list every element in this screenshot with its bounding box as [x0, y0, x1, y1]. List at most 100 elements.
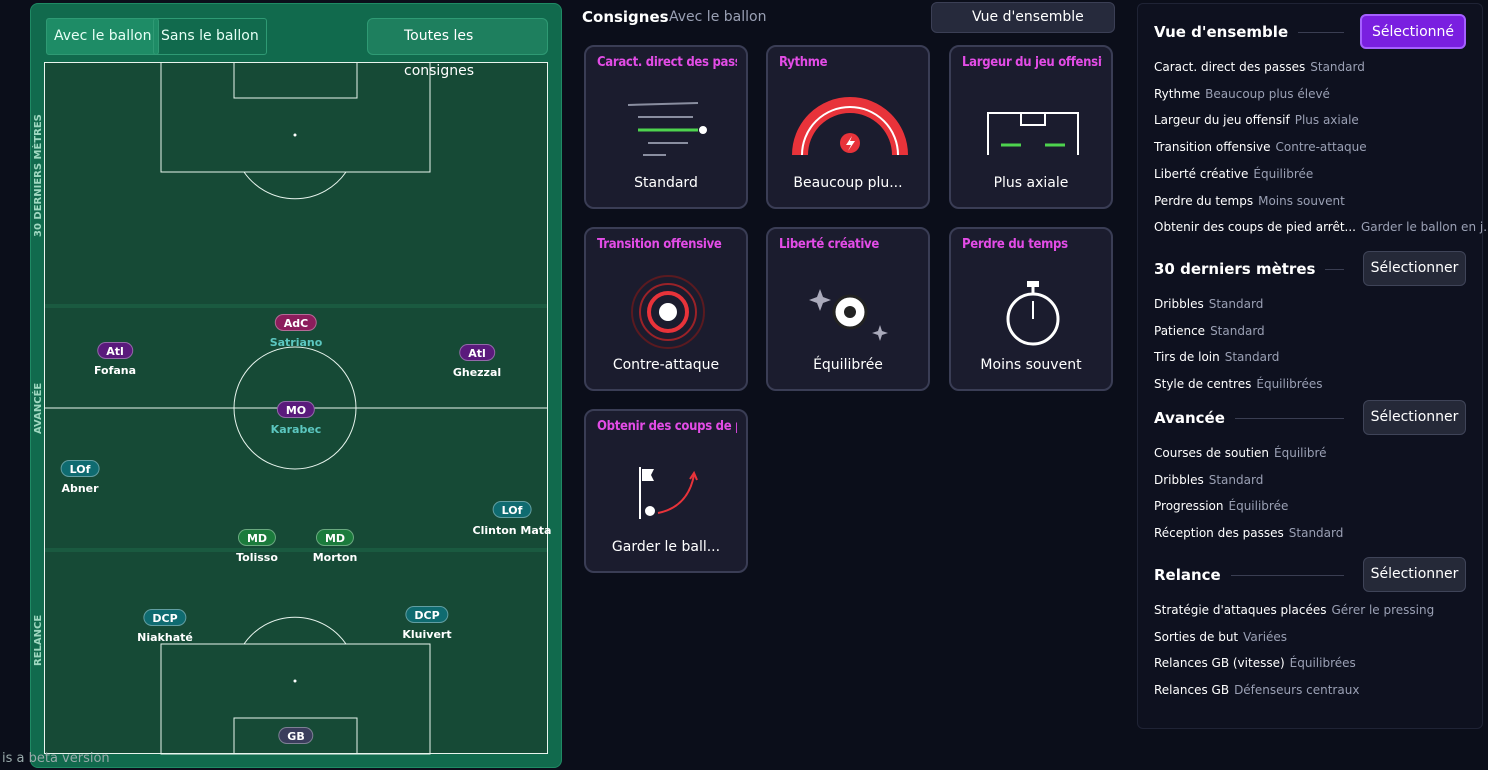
section-button[interactable]: Sélectionner [1363, 400, 1466, 435]
instruction-value: Équilibrées [1289, 656, 1356, 671]
summary-panel: Vue d'ensemble Sélectionné Caract. direct … [1137, 3, 1488, 729]
instruction-row: Réception des passes Standard [1154, 526, 1343, 540]
instruction-value: Gérer le pressing [1331, 603, 1435, 617]
instruction-label: Patience [1154, 323, 1206, 338]
player-name: Abner [61, 482, 99, 495]
instruction-row: Patience Standard [1154, 324, 1265, 338]
instruction-value: Standard [1224, 350, 1280, 365]
zone-divider [44, 304, 548, 308]
instruction-row: Sorties de but Variées [1154, 630, 1287, 644]
card-title: Transition offensive [597, 237, 722, 252]
player-name: Niakhaté [137, 631, 193, 644]
instruction-row: Perdre du temps Moins souvent [1154, 194, 1345, 208]
role-pill[interactable]: LOf [60, 460, 100, 477]
tab[interactable]: Avec le ballon [46, 18, 160, 55]
card-title: Obtenir des coups de pied arrêtés [597, 419, 737, 434]
zone-label: RELANCE [33, 614, 44, 666]
section-title: 30 derniers mètres [1154, 260, 1316, 278]
instruction-label: Tirs de loin [1154, 350, 1220, 365]
instruction-value: Contre-attaque [1275, 140, 1367, 155]
card-value: Moins souvent [980, 357, 1082, 373]
instruction-label: Sorties de but [1154, 629, 1239, 644]
instruction-row: Stratégie d'attaques placées Gérer le pre… [1154, 603, 1434, 617]
pitch-panel: Avec le ballon Sans le ballon Toutes les c… [30, 3, 562, 768]
card-value: Standard [634, 175, 698, 191]
instruction-value: Standard [1208, 297, 1264, 311]
card-icon [639, 467, 698, 519]
card-title: Rythme [779, 55, 828, 70]
player-name: Ghezzal [452, 366, 502, 379]
instruction-value: Moins souvent [1258, 193, 1345, 208]
instruction-row: Transition offensive Contre-attaque [1154, 140, 1367, 154]
instruction-row: Liberté créative Équilibrée [1154, 167, 1313, 181]
instruction-label: Courses de soutien [1154, 446, 1270, 460]
role-pill[interactable]: DCP [405, 606, 449, 623]
role-pill[interactable]: MD [237, 529, 277, 546]
instruction-row: Obtenir des coups de pied arrêt... Garder… [1154, 220, 1488, 234]
card-icon [631, 275, 705, 349]
card-icon [987, 112, 1079, 155]
role-pill[interactable]: DCP [143, 609, 187, 626]
card-icon [1006, 281, 1060, 346]
header-subtitle: Avec le ballon [669, 9, 767, 25]
instruction-card[interactable]: Liberté créative Équilibrée [766, 227, 930, 391]
role-pill[interactable]: MD [315, 529, 355, 546]
role-pill[interactable]: MO [276, 401, 316, 418]
zone-label: 30 DERNIERS MÈTRES [33, 114, 44, 237]
instruction-value: Équilibré [1274, 446, 1327, 460]
section-button[interactable]: Sélectionner [1363, 557, 1466, 592]
instruction-card[interactable]: Largeur du jeu offensif Plus axiale [949, 45, 1113, 209]
instruction-label: Stratégie d'attaques placées [1154, 603, 1327, 617]
instruction-card[interactable]: Perdre du temps Moins souvent [949, 227, 1113, 391]
instruction-label: Style de centres [1154, 377, 1252, 392]
role-pill[interactable]: LOf [492, 501, 532, 518]
role-pill[interactable]: AdC [274, 314, 318, 331]
all-instructions-button[interactable]: Toutes les consignes [367, 18, 548, 79]
beta-note: is a beta version [2, 751, 110, 766]
role-pill[interactable]: GB [278, 727, 314, 744]
view-dropdown[interactable]: Vue d'ensemble [931, 2, 1115, 33]
instruction-label: Dribbles [1154, 297, 1204, 311]
instruction-label: Caract. direct des passes [1154, 60, 1306, 74]
role-pill[interactable]: Atl [97, 342, 133, 359]
role-pill[interactable]: Atl [459, 344, 495, 361]
section-button[interactable]: Sélectionner [1363, 251, 1466, 286]
instruction-value: Standard [1210, 323, 1265, 338]
instruction-label: Perdre du temps [1154, 193, 1254, 208]
spot [293, 133, 297, 137]
instruction-label: Liberté créative [1154, 166, 1249, 181]
card-value: Équilibrée [813, 357, 883, 373]
instruction-value: Équilibrée [1228, 499, 1289, 514]
instruction-value: Équilibrées [1256, 377, 1323, 392]
instruction-row: Largeur du jeu offensif Plus axiale [1154, 113, 1359, 127]
instruction-row: Progression Équilibrée [1154, 499, 1288, 513]
instruction-card[interactable]: Transition offensive Contre-attaque [584, 227, 748, 391]
spot [293, 679, 297, 683]
instruction-value: Variées [1243, 629, 1288, 644]
instruction-value: Standard [1310, 60, 1365, 74]
player-name: Fofana [93, 364, 137, 377]
player-name: Kluivert [402, 628, 452, 641]
instruction-label: Rythme [1154, 86, 1201, 101]
instruction-value: Beaucoup plus élevé [1205, 86, 1330, 101]
card-title: Caract. direct des passes [597, 55, 737, 70]
card-value: Garder le ball... [611, 539, 721, 555]
player-name: Satriano [269, 336, 323, 349]
card-value: Plus axiale [993, 175, 1069, 191]
section-button[interactable]: Sélectionné [1360, 14, 1466, 49]
header-title: Consignes [582, 8, 669, 26]
player-name: Tolisso [236, 551, 278, 564]
instruction-row: Caract. direct des passes Standard [1154, 60, 1365, 74]
player-name: Clinton Mata [472, 524, 552, 537]
card-title: Largeur du jeu offensif [962, 55, 1102, 70]
instruction-card[interactable]: Caract. direct des passes Standard [584, 45, 748, 209]
instruction-label: Dribbles [1154, 472, 1204, 487]
instruction-card[interactable]: Rythme Beaucoup plu... [766, 45, 930, 209]
instruction-label: Obtenir des coups de pied arrêt... [1154, 220, 1356, 235]
tab[interactable]: Sans le ballon [153, 18, 267, 55]
section-rule [1235, 418, 1344, 419]
instruction-value: Standard [1208, 472, 1264, 487]
instruction-card[interactable]: Obtenir des coups de pied arrêtés Garder … [584, 409, 748, 573]
card-value: Beaucoup plu... [793, 175, 903, 191]
